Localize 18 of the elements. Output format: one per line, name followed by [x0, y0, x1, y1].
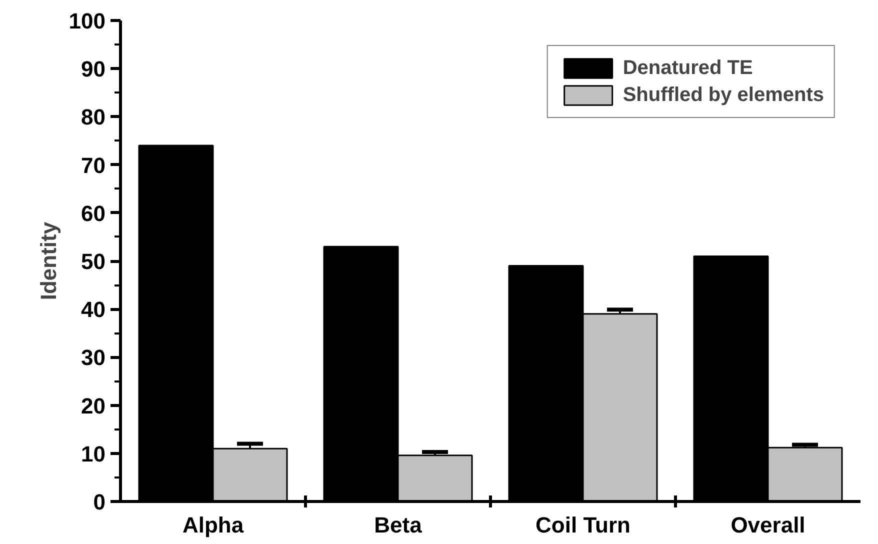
legend-label: Denatured TE — [622, 56, 753, 80]
x-tick-label: Beta — [374, 512, 423, 538]
y-tick-label: 60 — [81, 200, 106, 226]
y-tick-label: 30 — [81, 345, 106, 370]
y-tick-label: 40 — [81, 297, 106, 322]
x-tick-label: Coil Turn — [536, 512, 630, 538]
y-tick-label: 70 — [81, 152, 106, 178]
x-tick-label: Overall — [730, 512, 806, 538]
y-tick-label: 100 — [68, 8, 106, 34]
y-tick-label: 90 — [81, 56, 106, 82]
y-tick-label: 50 — [81, 249, 106, 274]
y-axis-title: Identity — [36, 221, 61, 300]
y-tick-label: 0 — [93, 490, 106, 514]
y-tick-label: 10 — [81, 441, 106, 466]
legend-label: Shuffled by elements — [622, 84, 824, 106]
y-tick-label: 80 — [81, 104, 106, 130]
y-tick-label: 20 — [81, 393, 106, 418]
x-tick-label: Alpha — [182, 512, 244, 538]
